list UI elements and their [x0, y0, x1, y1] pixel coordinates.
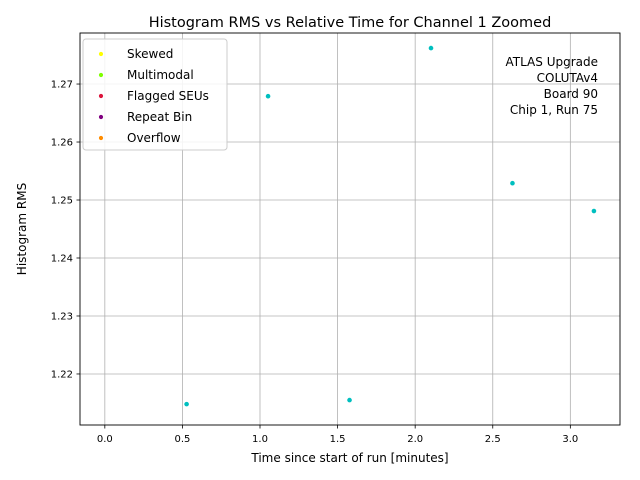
y-tick-label: 1.25	[51, 196, 73, 207]
legend-label: Repeat Bin	[127, 110, 192, 124]
data-points	[184, 45, 597, 407]
x-tick-label: 1.5	[330, 434, 346, 445]
y-axis: 1.22 1.23 1.24 1.25 1.26 1.27	[51, 80, 80, 381]
y-tick-label: 1.23	[51, 312, 73, 323]
legend: Skewed Multimodal Flagged SEUs Repeat Bin Ov…	[82, 38, 228, 151]
legend-label: Flagged SEUs	[127, 89, 209, 103]
grid	[80, 33, 620, 425]
plot-frame	[79, 32, 621, 426]
x-tick-label: 0.0	[97, 434, 113, 445]
y-axis-label: Histogram RMS	[15, 183, 29, 275]
y-tick-label: 1.27	[51, 80, 73, 91]
chart-title: Histogram RMS vs Relative Time for Chann…	[149, 15, 552, 31]
data-point	[265, 93, 271, 99]
data-point	[591, 208, 597, 214]
legend-box	[82, 38, 228, 151]
legend-marker	[98, 114, 104, 120]
annotation-line: Chip 1, Run 75	[510, 103, 598, 117]
legend-label: Skewed	[127, 47, 173, 61]
data-point	[428, 45, 434, 51]
y-tick-label: 1.24	[51, 254, 73, 265]
legend-label: Overflow	[127, 131, 181, 145]
data-point	[347, 397, 352, 403]
annotation-line: COLUTAv4	[537, 71, 598, 85]
x-tick-label: 1.0	[252, 434, 268, 445]
legend-label: Multimodal	[127, 68, 194, 82]
y-tick-label: 1.22	[51, 370, 73, 381]
data-point	[184, 401, 189, 407]
x-axis-label: Time since start of run [minutes]	[250, 451, 448, 465]
annotation-line: ATLAS Upgrade	[505, 55, 598, 69]
legend-marker	[98, 93, 104, 99]
data-point	[510, 180, 515, 186]
x-tick-label: 3.0	[562, 434, 578, 445]
legend-marker	[98, 72, 104, 78]
x-axis: 0.0 0.5 1.0 1.5 2.0 2.5 3.0	[97, 425, 578, 445]
x-tick-label: 2.5	[485, 434, 501, 445]
y-tick-label: 1.26	[51, 138, 73, 149]
annotation-line: Board 90	[544, 87, 598, 101]
x-tick-label: 2.0	[407, 434, 423, 445]
legend-marker	[98, 51, 104, 57]
legend-marker	[98, 135, 104, 141]
x-tick-label: 0.5	[174, 434, 190, 445]
annotation-box: ATLAS Upgrade COLUTAv4 Board 90 Chip 1, Run…	[505, 55, 598, 117]
